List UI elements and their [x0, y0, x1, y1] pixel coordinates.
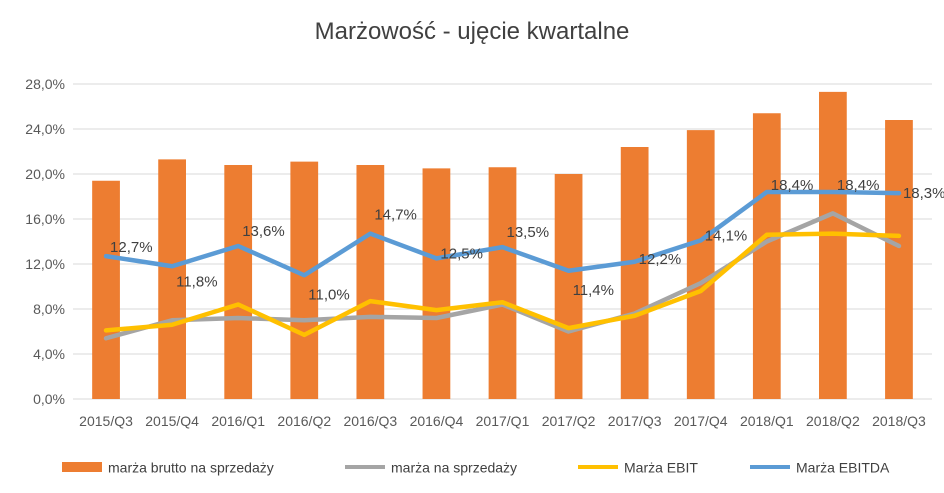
y-tick-label: 12,0% [25, 256, 65, 272]
series-line [103, 189, 902, 278]
series-line [103, 231, 902, 338]
legend-swatch [750, 465, 790, 470]
legend-item: Marża EBITDA [750, 458, 889, 475]
x-tick-label: 2017/Q3 [608, 413, 662, 429]
bar [885, 120, 913, 399]
data-label: 11,8% [176, 273, 217, 290]
x-tick-label: 2015/Q4 [145, 413, 199, 429]
data-label: 18,4% [771, 177, 814, 194]
data-label: 11,4% [573, 282, 614, 299]
x-tick-label: 2018/Q1 [740, 413, 794, 429]
bar [488, 167, 517, 399]
x-tick-label: 2018/Q3 [872, 413, 926, 429]
bar [752, 113, 781, 399]
bar [158, 159, 186, 399]
bar [290, 161, 319, 399]
y-tick-label: 24,0% [25, 121, 65, 137]
x-tick-label: 2018/Q2 [806, 413, 860, 429]
x-tick-label: 2016/Q2 [277, 413, 331, 429]
x-tick-label: 2016/Q4 [410, 413, 464, 429]
data-label: 12,2% [639, 251, 682, 268]
x-tick-label: 2017/Q4 [674, 413, 728, 429]
legend-item: Marża EBIT [578, 458, 698, 475]
y-tick-label: 16,0% [25, 211, 65, 227]
y-tick-label: 8,0% [33, 301, 65, 317]
y-tick-label: 28,0% [25, 76, 65, 92]
legend: marża brutto na sprzedaży marża na sprzed… [0, 452, 944, 482]
data-label: 18,4% [837, 177, 880, 194]
bar [356, 165, 385, 399]
y-tick-label: 0,0% [33, 391, 65, 407]
legend-label: Marża EBITDA [796, 459, 890, 476]
data-label: 18,3% [903, 185, 944, 202]
x-tick-label: 2016/Q1 [211, 413, 265, 429]
legend-swatch [578, 465, 618, 470]
bar [620, 147, 649, 399]
legend-label: marża na sprzedaży [391, 459, 518, 476]
chart-title: Marżowość - ujęcie kwartalne [314, 18, 630, 45]
bar [554, 174, 583, 399]
data-label: 11,0% [308, 286, 349, 303]
data-label: 13,5% [507, 224, 550, 241]
data-label: 14,1% [705, 227, 748, 244]
legend-swatch [345, 465, 385, 470]
data-label: 14,7% [374, 207, 417, 224]
data-label: 12,5% [440, 245, 483, 262]
bar [92, 180, 120, 399]
legend-item: marża brutto na sprzedaży [62, 458, 274, 475]
x-tick-label: 2015/Q3 [79, 413, 133, 429]
bar [686, 130, 715, 399]
y-tick-label: 4,0% [33, 346, 65, 362]
x-tick-label: 2017/Q1 [476, 413, 530, 429]
bar [224, 165, 253, 399]
data-label: 12,7% [110, 239, 153, 256]
bar [422, 168, 451, 399]
x-tick-label: 2016/Q3 [343, 413, 397, 429]
legend-label: marża brutto na sprzedaży [108, 459, 274, 476]
bar [819, 91, 847, 399]
legend-swatch [62, 462, 102, 473]
legend-label: Marża EBIT [624, 459, 698, 476]
x-tick-label: 2017/Q2 [542, 413, 596, 429]
legend-item: marża na sprzedaży [345, 458, 517, 475]
data-label: 13,6% [242, 223, 285, 240]
y-tick-label: 20,0% [25, 166, 65, 182]
